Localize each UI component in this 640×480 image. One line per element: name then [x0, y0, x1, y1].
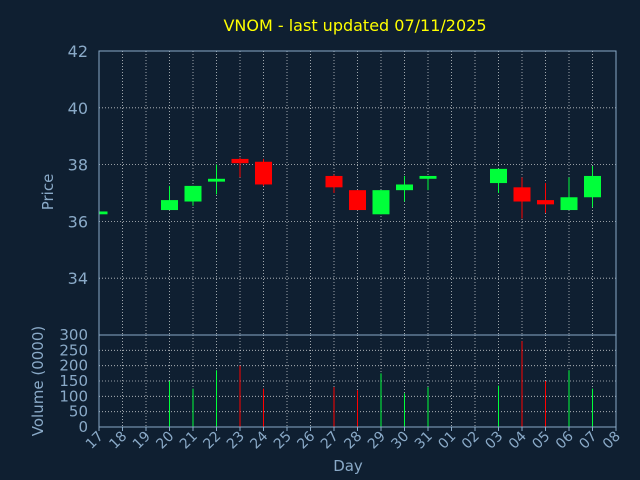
x-tick-label: 18 — [106, 429, 130, 453]
x-tick-label: 22 — [200, 429, 224, 453]
x-tick-label: 03 — [482, 429, 506, 453]
x-tick-label: 26 — [294, 428, 318, 452]
candle-body — [208, 178, 225, 182]
x-tick-label: 23 — [224, 429, 248, 453]
candle-body — [161, 200, 178, 211]
candle-body — [419, 175, 437, 179]
volume-tick-label: 300 — [59, 326, 88, 344]
volume-tick-label: 200 — [59, 357, 88, 375]
volume-tick-label: 150 — [59, 372, 88, 390]
x-tick-label: 27 — [318, 429, 342, 453]
price-tick-label: 38 — [68, 156, 88, 175]
volume-axis-label: Volume (0000) — [29, 326, 47, 436]
candle-body — [255, 161, 272, 185]
candle-body — [513, 187, 531, 202]
candle-body — [184, 185, 202, 202]
x-tick-label: 02 — [459, 429, 483, 453]
candle-body — [325, 175, 343, 188]
candle-body — [349, 190, 366, 211]
volume-tick-label: 0 — [78, 418, 88, 436]
volume-tick-label: 250 — [59, 341, 88, 359]
x-tick-label: 28 — [341, 429, 365, 453]
chart-title: VNOM - last updated 07/11/2025 — [223, 16, 486, 35]
candle-body — [231, 158, 249, 164]
x-tick-label: 05 — [529, 429, 553, 453]
volume-tick-label: 100 — [59, 387, 88, 405]
candle-body — [584, 175, 601, 198]
x-tick-label: 29 — [365, 429, 389, 453]
candle-body — [560, 197, 578, 211]
x-tick-label: 01 — [435, 429, 459, 453]
candle-body — [372, 190, 390, 215]
price-tick-label: 34 — [68, 269, 88, 288]
x-tick-label: 08 — [600, 429, 624, 453]
x-tick-label: 31 — [412, 429, 436, 453]
x-tick-label: 04 — [506, 428, 530, 452]
x-tick-label: 20 — [153, 429, 177, 453]
price-tick-label: 36 — [68, 212, 88, 231]
grid-lines — [99, 50, 616, 428]
x-axis-label: Day — [333, 457, 363, 475]
price-tick-label: 42 — [68, 42, 88, 61]
x-tick-label: 21 — [177, 429, 201, 453]
volume-tick-label: 50 — [69, 403, 88, 421]
price-tick-label: 40 — [68, 99, 88, 118]
candle-body — [537, 200, 554, 205]
x-tick-label: 19 — [130, 429, 154, 453]
x-tick-label: 25 — [271, 429, 295, 453]
candle-body — [99, 211, 108, 215]
candle-body — [490, 168, 507, 184]
x-tick-label: 06 — [553, 428, 577, 452]
chart-marks — [98, 157, 601, 427]
x-tick-label: 07 — [576, 429, 600, 453]
x-tick-label: 24 — [247, 428, 271, 452]
price-axis-label: Price — [39, 174, 57, 211]
candle-body — [396, 184, 413, 191]
x-tick-label: 30 — [388, 429, 412, 453]
